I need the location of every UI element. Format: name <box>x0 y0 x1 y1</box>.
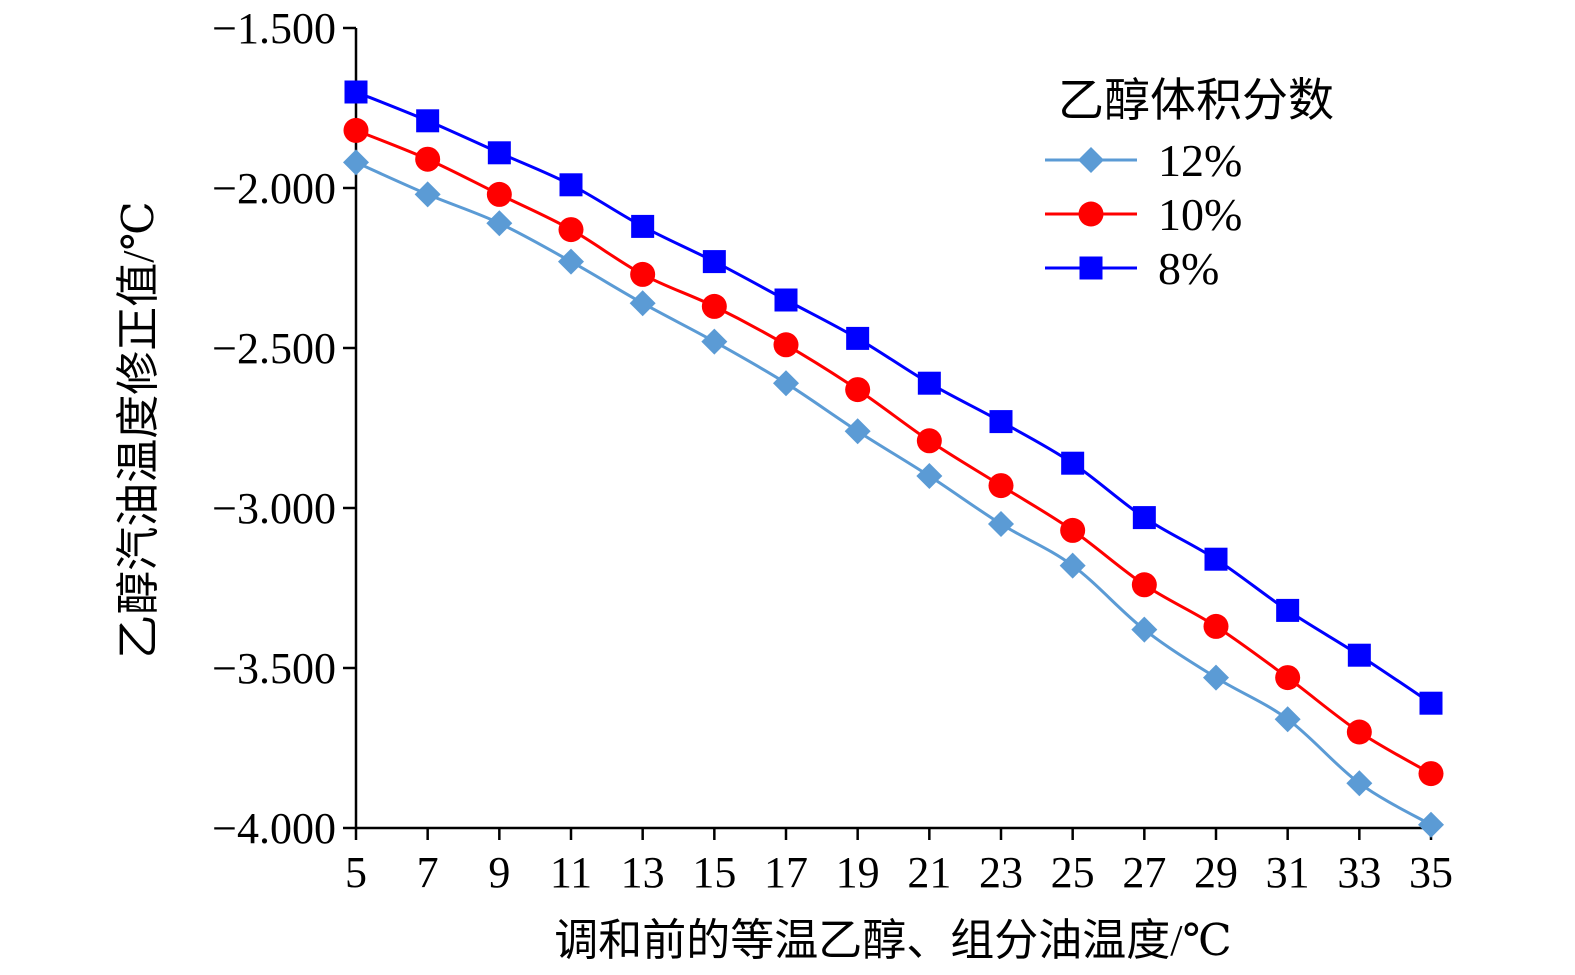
y-tick-label: −3.000 <box>212 484 336 533</box>
data-point <box>1203 664 1229 691</box>
data-point <box>988 473 1014 499</box>
x-tick-label: 15 <box>692 848 736 897</box>
data-point <box>1132 506 1156 530</box>
legend-item: 10% <box>1045 189 1242 240</box>
data-point <box>343 149 369 176</box>
data-point <box>415 146 441 172</box>
data-point <box>486 210 513 237</box>
data-point <box>988 511 1014 537</box>
data-point <box>344 80 368 104</box>
data-point <box>1274 706 1301 733</box>
data-point <box>1059 552 1086 579</box>
legend-label: 12% <box>1158 135 1242 186</box>
data-point <box>916 428 942 454</box>
x-axis-title: 调和前的等温乙醇、组分油温度/℃ <box>554 916 1231 965</box>
data-point <box>1131 616 1158 643</box>
legend-label: 10% <box>1158 189 1242 240</box>
x-tick-label: 13 <box>621 848 665 897</box>
data-point <box>1347 643 1371 667</box>
data-point <box>629 290 656 317</box>
data-point <box>701 328 728 355</box>
data-point <box>773 332 799 358</box>
data-point <box>414 181 441 208</box>
x-tick-label: 17 <box>764 848 808 897</box>
legend-item: 12% <box>1045 135 1242 186</box>
data-point <box>774 288 798 312</box>
data-point <box>846 326 870 350</box>
y-tick-label: −2.500 <box>212 324 336 373</box>
x-tick-label: 33 <box>1337 848 1381 897</box>
y-axis-ticks: −1.500 −2.000 −2.500 −3.000 −3.500 −4.000 <box>212 4 356 853</box>
data-point <box>1203 613 1229 639</box>
x-tick-label: 5 <box>345 848 367 897</box>
x-tick-label: 35 <box>1409 848 1453 897</box>
data-point <box>702 250 726 274</box>
series-line <box>355 129 1432 775</box>
legend: 乙醇体积分数 12%10%8% <box>1045 75 1334 294</box>
data-point <box>343 117 369 143</box>
x-tick-label: 29 <box>1194 848 1238 897</box>
x-tick-label: 19 <box>836 848 880 897</box>
x-tick-label: 21 <box>907 848 951 897</box>
x-tick-label: 31 <box>1266 848 1310 897</box>
data-point <box>1346 719 1372 745</box>
data-point <box>1418 811 1444 838</box>
x-tick-label: 27 <box>1122 848 1166 897</box>
legend-label: 8% <box>1158 243 1219 294</box>
series-12pct <box>343 149 1444 838</box>
data-point <box>1418 761 1444 787</box>
x-tick-label: 7 <box>417 848 439 897</box>
data-point <box>630 261 656 287</box>
series-10pct <box>343 117 1444 787</box>
series-8pct <box>344 80 1443 715</box>
data-point <box>1131 572 1157 598</box>
y-tick-label: −1.500 <box>212 4 336 53</box>
y-tick-label: −4.000 <box>212 804 336 853</box>
x-tick-label: 11 <box>550 848 592 897</box>
x-axis-ticks: 5 7 9 11 13 15 17 19 21 23 25 27 29 31 33 35 <box>345 828 1453 897</box>
legend-item: 8% <box>1045 243 1219 294</box>
legend-marker <box>1078 201 1104 227</box>
legend-marker <box>1078 147 1104 173</box>
data-point <box>916 463 943 489</box>
data-point <box>701 293 727 319</box>
series-line <box>355 161 1432 827</box>
legend-marker <box>1079 256 1103 280</box>
data-point <box>558 217 584 243</box>
x-tick-label: 9 <box>488 848 510 897</box>
data-point <box>559 173 583 197</box>
data-point <box>989 410 1013 434</box>
data-point <box>1060 517 1086 543</box>
data-point <box>1346 770 1373 797</box>
data-point <box>487 141 511 165</box>
data-point <box>1419 691 1443 715</box>
y-tick-label: −2.000 <box>212 164 336 213</box>
series-layer <box>343 80 1444 838</box>
data-point <box>773 370 799 397</box>
data-point <box>844 418 871 445</box>
y-tick-label: −3.500 <box>212 644 336 693</box>
data-point <box>1061 451 1085 475</box>
data-point <box>631 214 655 238</box>
data-point <box>416 109 440 133</box>
x-tick-label: 25 <box>1051 848 1095 897</box>
y-axis-title: 乙醇汽油温度修正值/℃ <box>114 201 163 658</box>
data-point <box>1276 598 1300 622</box>
data-point <box>917 371 941 395</box>
data-point <box>558 248 584 275</box>
legend-title: 乙醇体积分数 <box>1058 75 1334 126</box>
series-line <box>355 90 1432 705</box>
data-point <box>1275 665 1301 691</box>
data-point <box>845 377 871 403</box>
data-point <box>486 181 512 207</box>
x-tick-label: 23 <box>979 848 1023 897</box>
data-point <box>1204 547 1228 571</box>
